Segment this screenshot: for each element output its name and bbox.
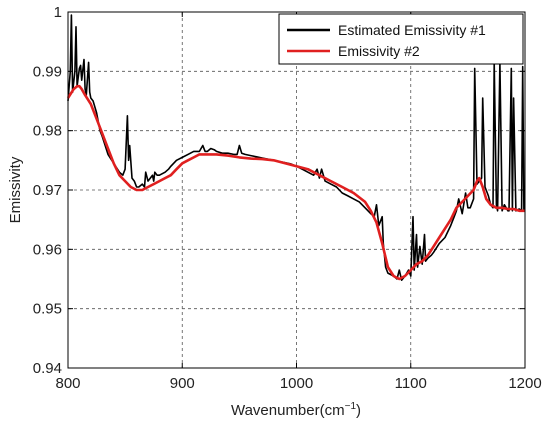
x-tick-label: 900 bbox=[170, 375, 195, 392]
x-axis-label-main: Wavenumber(cm bbox=[231, 402, 345, 419]
y-axis-label: Emissivity bbox=[7, 156, 24, 223]
legend-box bbox=[278, 13, 524, 65]
series-emissivity-2 bbox=[66, 84, 525, 281]
y-tick-label: 0.99 bbox=[33, 63, 62, 80]
y-tick-label: 0.98 bbox=[33, 123, 62, 140]
x-tick-label: 800 bbox=[55, 375, 80, 392]
x-tick-label: 1100 bbox=[395, 375, 427, 392]
legend-label-emissivity2: Emissivity #2 bbox=[338, 43, 420, 59]
series-layer bbox=[66, 14, 525, 282]
grid-lines bbox=[68, 12, 525, 368]
y-tick-label: 0.94 bbox=[33, 360, 62, 377]
y-tick-label: 0.97 bbox=[33, 182, 62, 199]
legend-label-estimated: Estimated Emissivity #1 bbox=[338, 22, 486, 38]
y-tick-label: 1 bbox=[54, 4, 62, 21]
y-tick-label: 0.96 bbox=[33, 241, 62, 258]
series-estimated-emissivity-1 bbox=[67, 14, 525, 282]
legend: Estimated Emissivity #1 Emissivity #2 bbox=[278, 13, 524, 65]
x-axis-label: Wavenumber(cm−1) bbox=[231, 401, 361, 419]
x-axis-label-superscript: −1 bbox=[345, 401, 357, 412]
tick-labels: 800 900 1000 1100 1200 0.94 0.95 0.96 0.97 0.98 0.… bbox=[33, 4, 542, 392]
x-axis-label-suffix: ) bbox=[356, 402, 361, 419]
x-tick-label: 1000 bbox=[280, 375, 313, 392]
x-tick-label: 1200 bbox=[508, 375, 541, 392]
y-tick-label: 0.95 bbox=[33, 301, 62, 318]
axis-ticks bbox=[67, 11, 526, 369]
